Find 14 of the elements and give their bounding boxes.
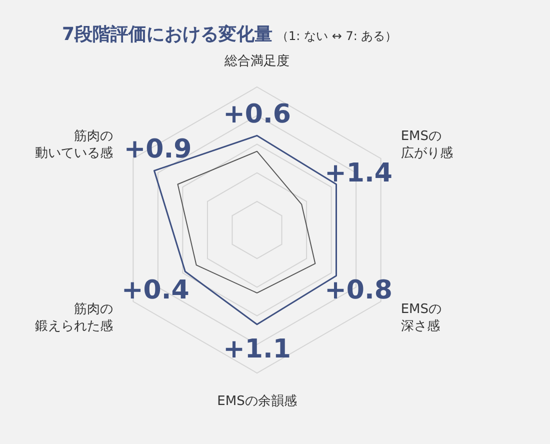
text: +0.8 <box>324 276 392 306</box>
spoke-label: EMSの広がり感 <box>400 129 453 161</box>
text: +1.4 <box>324 158 392 188</box>
chart-title: 7段階評価における変化量 <box>62 24 273 45</box>
text: +0.6 <box>223 100 291 130</box>
text: +0.9 <box>124 134 192 165</box>
spoke-label: 筋肉の鍛えられた感 <box>35 302 114 334</box>
spoke-label: EMSの余韻感 <box>217 394 297 409</box>
text: +0.4 <box>122 276 190 306</box>
spoke-label: 総合満足度 <box>224 53 290 69</box>
text: +1.1 <box>223 334 291 364</box>
spoke-label: EMSの深さ感 <box>400 302 442 334</box>
spoke-label: 筋肉の動いている感 <box>35 129 114 161</box>
chart-subtitle: （1: ない ↔ 7: ある） <box>276 29 398 43</box>
